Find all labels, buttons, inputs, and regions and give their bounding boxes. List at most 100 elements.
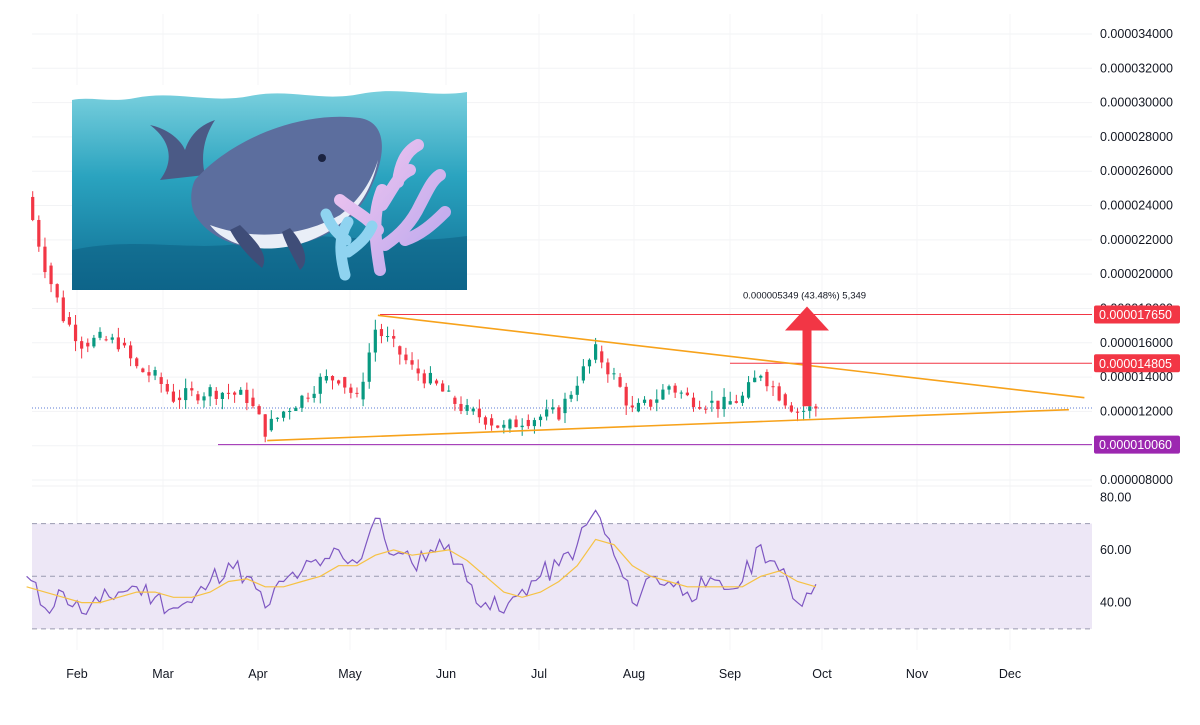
candle-body xyxy=(649,399,653,407)
candle-body xyxy=(532,420,537,427)
candle-body xyxy=(165,384,169,392)
candle-body xyxy=(373,329,377,353)
candle-body xyxy=(661,389,665,400)
candle-body xyxy=(483,417,488,425)
candle-body xyxy=(416,368,420,374)
candle-body xyxy=(37,219,41,247)
candle-body xyxy=(489,418,494,426)
candle-body xyxy=(98,331,102,338)
candle-body xyxy=(759,375,763,378)
candle-body xyxy=(569,394,573,399)
price-tick-label: 0.000016000 xyxy=(1100,336,1173,350)
candle-body xyxy=(349,387,353,393)
time-tick-label: Dec xyxy=(999,667,1021,681)
price-axis: 0.000034000 0.000032000 0.000030000 0.00002… xyxy=(1100,27,1173,487)
candle-body xyxy=(606,362,610,375)
candle-body xyxy=(477,408,481,418)
candle-body xyxy=(410,360,414,365)
price-level-badge xyxy=(1094,435,1180,454)
candle-body xyxy=(630,405,634,408)
time-tick-label: Nov xyxy=(906,667,929,681)
candle-body xyxy=(612,373,616,375)
candle-body xyxy=(214,390,218,399)
time-tick-label: Mar xyxy=(152,667,174,681)
time-tick-label: Aug xyxy=(623,667,645,681)
rsi-pane: 80.00 60.00 40.00 xyxy=(26,485,1131,630)
candle-body xyxy=(496,425,500,428)
candle-body xyxy=(471,408,475,412)
price-tick-label: 0.000028000 xyxy=(1100,130,1173,144)
candle-body xyxy=(624,386,628,406)
candle-body xyxy=(545,409,549,417)
time-tick-label: Oct xyxy=(812,667,832,681)
candle-body xyxy=(31,196,35,220)
candle-body xyxy=(679,392,683,394)
candle-body xyxy=(428,372,433,384)
trendline-lower xyxy=(267,408,1069,442)
candle-body xyxy=(275,417,280,419)
candle-body xyxy=(600,351,604,363)
candle-body xyxy=(502,424,506,428)
level-badges: 0.000017650 0.000014805 0.000010060 xyxy=(1094,305,1180,454)
candle-body xyxy=(141,368,145,373)
candle-body xyxy=(520,425,524,428)
candle-body xyxy=(618,377,622,387)
trendline-upper xyxy=(377,314,1085,399)
measure-tool: 0.000005349 (43.48%) 5,349 xyxy=(743,290,866,407)
candle-body xyxy=(153,370,157,376)
candle-body xyxy=(587,359,592,367)
candle-body xyxy=(526,419,530,427)
candle-body xyxy=(306,397,310,399)
candle-body xyxy=(392,336,396,339)
candle-body xyxy=(771,386,775,388)
candle-body xyxy=(55,284,59,298)
candle-body xyxy=(257,406,261,415)
candle-body xyxy=(245,389,249,403)
candle-body xyxy=(716,400,720,410)
candle-body xyxy=(802,410,806,412)
candle-body xyxy=(92,337,96,347)
candle-body xyxy=(263,414,267,437)
candle-body xyxy=(318,376,322,394)
candle-body xyxy=(655,399,659,403)
price-tick-label: 0.000014000 xyxy=(1100,370,1173,384)
candle-body xyxy=(795,411,800,413)
candle-body xyxy=(220,392,224,399)
candle-body xyxy=(288,410,292,412)
whale-illustration xyxy=(72,85,467,290)
candle-body xyxy=(385,336,390,338)
candle-body xyxy=(734,401,738,403)
candle-body xyxy=(379,329,384,337)
candle-body xyxy=(226,392,231,394)
candle-body xyxy=(538,416,543,421)
candle-body xyxy=(337,380,341,384)
price-tick-label: 0.000032000 xyxy=(1100,61,1173,75)
candle-body xyxy=(508,419,512,429)
candle-body xyxy=(434,380,439,384)
candle-body xyxy=(722,396,726,410)
candle-body xyxy=(398,346,402,355)
candle-body xyxy=(441,383,445,392)
rsi-tick-label: 80.00 xyxy=(1100,490,1131,504)
price-tick-label: 0.000008000 xyxy=(1100,473,1173,487)
candle-body xyxy=(667,386,671,390)
candle-body xyxy=(594,344,598,360)
candle-body xyxy=(343,377,347,388)
rsi-line xyxy=(26,509,817,616)
time-tick-label: Sep xyxy=(719,667,741,681)
candle-body xyxy=(753,377,757,383)
candle-body xyxy=(551,407,555,410)
candle-body xyxy=(73,324,78,342)
candle-body xyxy=(208,387,212,397)
candle-body xyxy=(196,394,200,401)
candle-body xyxy=(698,407,702,409)
price-level-badge-label: 0.000014805 xyxy=(1099,357,1172,371)
candle-body xyxy=(367,352,371,382)
candle-body xyxy=(636,402,641,412)
candle-body xyxy=(128,345,133,359)
candle-body xyxy=(459,403,463,411)
candle-body xyxy=(294,407,298,411)
price-tick-label: 0.000034000 xyxy=(1100,27,1173,41)
candle-body xyxy=(110,337,114,340)
